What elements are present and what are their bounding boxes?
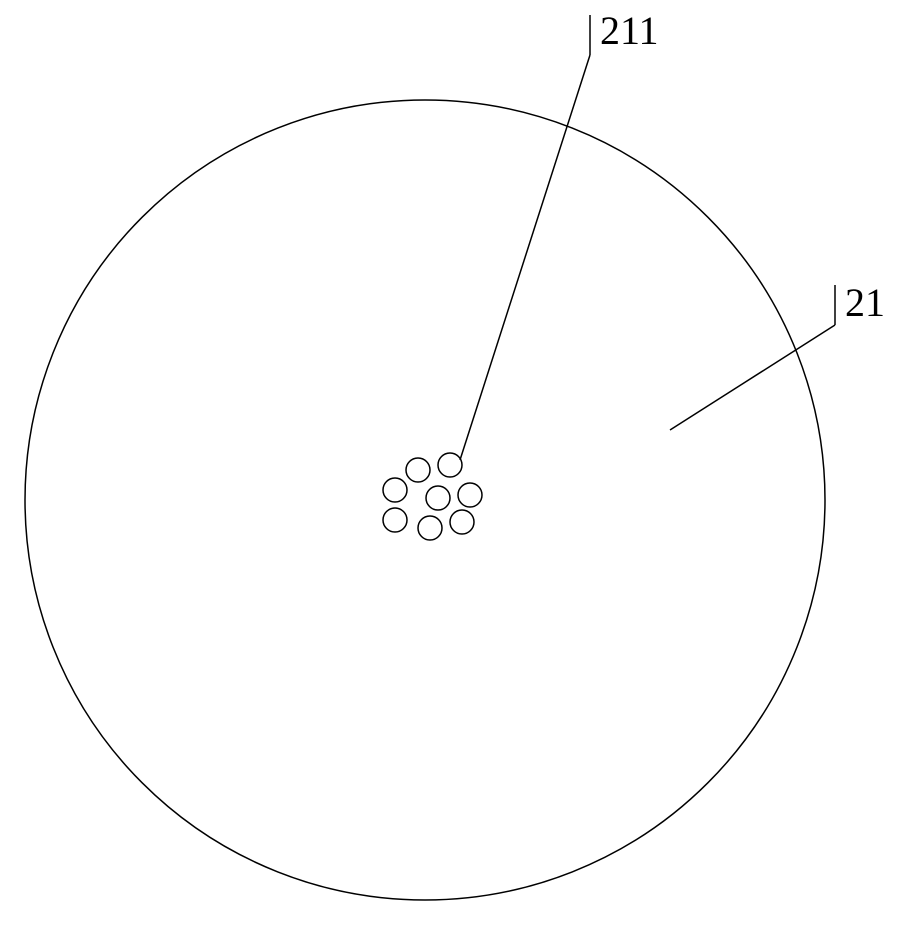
center-hole xyxy=(406,458,430,482)
center-hole-cluster xyxy=(383,453,482,540)
callout-21: 21 xyxy=(670,280,885,430)
callout-label: 211 xyxy=(600,8,659,53)
callout-211: 211 xyxy=(460,8,659,460)
center-hole xyxy=(426,486,450,510)
main-circle xyxy=(25,100,825,900)
center-hole xyxy=(450,510,474,534)
center-hole xyxy=(383,508,407,532)
callout-leader xyxy=(670,325,835,430)
callout-leader xyxy=(460,55,590,460)
center-hole xyxy=(458,483,482,507)
center-hole xyxy=(418,516,442,540)
callout-label: 21 xyxy=(845,280,885,325)
center-hole xyxy=(383,478,407,502)
center-hole xyxy=(438,453,462,477)
